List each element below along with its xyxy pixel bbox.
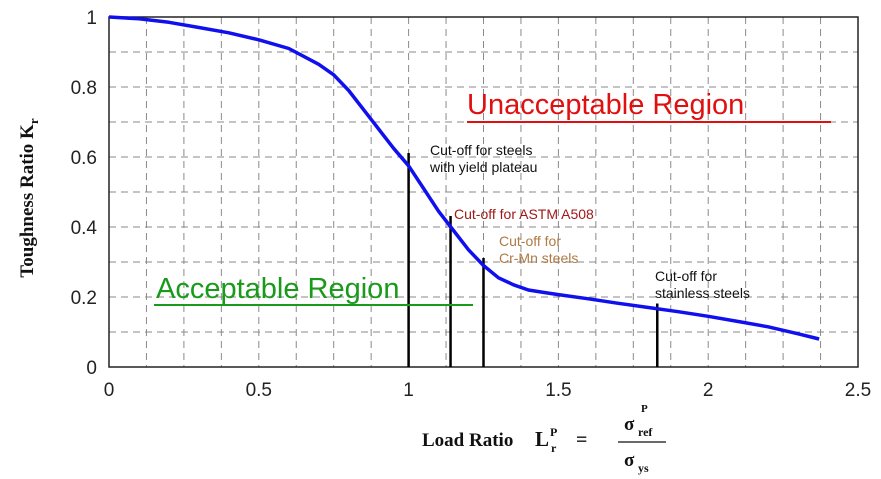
x-tick-label: 2 xyxy=(703,380,714,401)
cutoff-label-line: Cut-off for xyxy=(655,268,717,284)
cutoff-label-line: stainless steels xyxy=(655,285,750,301)
x-axis-symbol-sup: P xyxy=(550,425,557,439)
cutoff-label-line: with yield plateau xyxy=(429,159,537,175)
y-tick-labels: 0 0.2 0.4 0.6 0.8 1 xyxy=(71,8,98,379)
x-tick-label: 2.5 xyxy=(845,380,871,401)
cutoff-label: Cut-off for stainless steels xyxy=(655,268,750,301)
y-tick-label: 0.8 xyxy=(71,78,97,99)
x-axis-denominator: σ xyxy=(624,450,635,471)
cutoff-lines xyxy=(407,153,659,367)
x-axis-numerator-sup: P xyxy=(641,403,648,415)
unacceptable-region-label: Unacceptable Region xyxy=(467,89,744,121)
x-tick-label: 1.5 xyxy=(545,380,571,401)
x-tick-labels: 0 0.5 1 1.5 2 2.5 xyxy=(104,380,872,401)
y-tick-label: 0 xyxy=(86,358,97,379)
x-tick-label: 0.5 xyxy=(246,380,272,401)
cutoff-label: Cut-off for ASTM A508 xyxy=(454,206,594,222)
x-tick-label: 0 xyxy=(104,380,115,401)
x-axis-numerator: σ xyxy=(624,414,635,435)
cutoff-label-line: Cut-off for ASTM A508 xyxy=(454,206,594,222)
x-axis-label: Load Ratio L P r = σ P ref σ ys xyxy=(422,403,666,475)
x-tick-label: 1 xyxy=(403,380,414,401)
series-line xyxy=(108,15,820,341)
cutoff-label: Cut-off for steels with yield plateau xyxy=(429,142,537,175)
y-tick-label: 1 xyxy=(86,8,97,29)
acceptable-region-label: Acceptable Region xyxy=(156,273,399,305)
x-axis-label-main: Load Ratio xyxy=(422,430,513,451)
y-axis-label: Toughness Ratio Kr xyxy=(17,118,41,277)
x-axis-symbol: L xyxy=(535,427,549,451)
y-tick-label: 0.4 xyxy=(71,218,98,239)
x-axis-denominator-sub: ys xyxy=(638,461,649,475)
y-tick-label: 0.2 xyxy=(71,288,97,309)
cutoff-labels: Cut-off for steels with yield plateauCut-… xyxy=(429,142,750,301)
x-axis-numerator-sub: ref xyxy=(638,425,653,439)
y-tick-label: 0.6 xyxy=(71,148,97,169)
x-axis-equals: = xyxy=(576,429,587,451)
cutoff-label: Cut-off for Cr-Mn steels xyxy=(499,233,578,266)
cutoff-label-line: Cr-Mn steels xyxy=(499,250,578,266)
cutoff-label-line: Cut-off for steels xyxy=(430,142,532,158)
cutoff-label-line: Cut-off for xyxy=(499,233,561,249)
x-axis-symbol-sub: r xyxy=(551,441,557,455)
